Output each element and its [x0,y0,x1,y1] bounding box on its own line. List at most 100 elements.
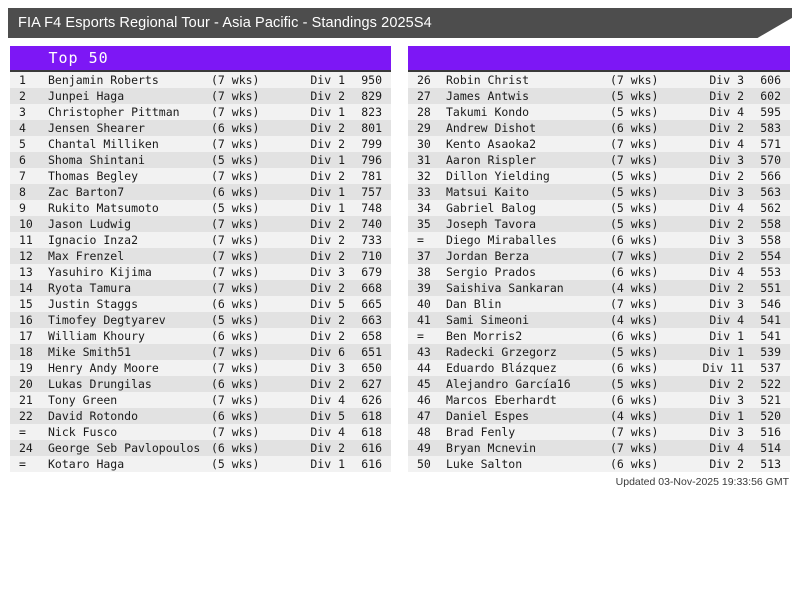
row-division: Div 3 [709,73,744,87]
row-driver-name: Kento Asaoka2 [446,137,537,151]
row-points: 781 [361,169,382,183]
row-position: 27 [417,89,431,103]
row-position: 22 [19,409,33,423]
row-points: 570 [760,153,781,167]
table-row: 7 Thomas Begley (7 wks) Div 2 781 [10,168,391,184]
row-position: = [417,329,424,343]
table-row: 12 Max Frenzel (7 wks) Div 2 710 [10,248,391,264]
row-driver-name: Eduardo Blázquez [446,361,557,375]
row-weeks: (7 wks) [610,297,659,311]
row-points: 650 [361,361,382,375]
table-row: 43 Radecki Grzegorz (5 wks) Div 1 539 [408,344,790,360]
row-weeks: (7 wks) [610,441,659,455]
row-position: 33 [417,185,431,199]
table-row: 11 Ignacio Inza2 (7 wks) Div 2 733 [10,232,391,248]
table-row: 3 Christopher Pittman (7 wks) Div 1 823 [10,104,391,120]
row-driver-name: Ben Morris2 [446,329,523,343]
row-points: 710 [361,249,382,263]
row-weeks: (7 wks) [211,169,260,183]
row-driver-name: Aaron Rispler [446,153,537,167]
row-points: 665 [361,297,382,311]
row-weeks: (5 wks) [610,105,659,119]
row-division: Div 11 [702,361,744,375]
row-position: 20 [19,377,33,391]
row-division: Div 1 [709,409,744,423]
row-weeks: (5 wks) [610,89,659,103]
standings-rows-right: 26 Robin Christ (7 wks) Div 3 606 27 James Ant… [408,72,790,472]
row-division: Div 4 [709,313,744,327]
row-points: 551 [760,281,781,295]
row-driver-name: Yasuhiro Kijima [48,265,152,279]
table-row: = Nick Fusco (7 wks) Div 4 618 [10,424,391,440]
row-driver-name: Kotaro Haga [48,457,125,471]
table-row: 38 Sergio Prados (6 wks) Div 4 553 [408,264,790,280]
row-position: 47 [417,409,431,423]
row-weeks: (5 wks) [610,345,659,359]
row-points: 595 [760,105,781,119]
row-division: Div 1 [310,201,345,215]
row-points: 541 [760,329,781,343]
row-points: 520 [760,409,781,423]
row-weeks: (7 wks) [211,105,260,119]
row-position: 13 [19,265,33,279]
row-driver-name: Dillon Yielding [446,169,550,183]
standings-rows-left: 1 Benjamin Roberts (7 wks) Div 1 950 2 Junpei … [10,72,391,472]
row-position: 11 [19,233,33,247]
table-row: 32 Dillon Yielding (5 wks) Div 2 566 [408,168,790,184]
row-position: 2 [19,89,26,103]
row-driver-name: Gabriel Balog [446,201,537,215]
row-weeks: (7 wks) [211,249,260,263]
row-position: 43 [417,345,431,359]
row-points: 522 [760,377,781,391]
table-row: 41 Sami Simeoni (4 wks) Div 4 541 [408,312,790,328]
row-weeks: (6 wks) [211,297,260,311]
row-position: 50 [417,457,431,471]
row-driver-name: Brad Fenly [446,425,516,439]
row-points: 553 [760,265,781,279]
row-division: Div 3 [709,297,744,311]
row-driver-name: Jensen Shearer [48,121,145,135]
table-row: 5 Chantal Milliken (7 wks) Div 2 799 [10,136,391,152]
row-position: 4 [19,121,26,135]
row-driver-name: Mike Smith51 [48,345,132,359]
row-driver-name: James Antwis [446,89,530,103]
standings-column-left: Top 50 1 Benjamin Roberts (7 wks) Div 1 950 2… [10,46,391,472]
row-weeks: (7 wks) [610,249,659,263]
row-weeks: (6 wks) [610,265,659,279]
row-driver-name: Jordan Berza [446,249,530,263]
row-division: Div 3 [709,393,744,407]
row-division: Div 4 [709,265,744,279]
row-division: Div 3 [709,233,744,247]
row-division: Div 2 [709,377,744,391]
row-weeks: (6 wks) [211,185,260,199]
row-points: 541 [760,313,781,327]
row-points: 616 [361,441,382,455]
row-points: 626 [361,393,382,407]
row-points: 799 [361,137,382,151]
row-weeks: (4 wks) [610,281,659,295]
row-driver-name: Andrew Dishot [446,121,537,135]
row-division: Div 2 [310,313,345,327]
row-points: 583 [760,121,781,135]
row-driver-name: Dan Blin [446,297,502,311]
row-points: 801 [361,121,382,135]
row-weeks: (7 wks) [211,73,260,87]
table-row: 29 Andrew Dishot (6 wks) Div 2 583 [408,120,790,136]
row-weeks: (7 wks) [211,425,260,439]
table-row: 50 Luke Salton (6 wks) Div 2 513 [408,456,790,472]
row-division: Div 3 [709,425,744,439]
row-points: 516 [760,425,781,439]
row-division: Div 2 [310,121,345,135]
row-weeks: (5 wks) [211,457,260,471]
row-points: 514 [760,441,781,455]
row-position: 34 [417,201,431,215]
row-division: Div 2 [310,233,345,247]
row-weeks: (6 wks) [211,121,260,135]
row-weeks: (5 wks) [610,377,659,391]
row-division: Div 1 [310,73,345,87]
table-row: 2 Junpei Haga (7 wks) Div 2 829 [10,88,391,104]
row-weeks: (7 wks) [211,217,260,231]
table-row: 21 Tony Green (7 wks) Div 4 626 [10,392,391,408]
row-points: 658 [361,329,382,343]
row-position: 26 [417,73,431,87]
